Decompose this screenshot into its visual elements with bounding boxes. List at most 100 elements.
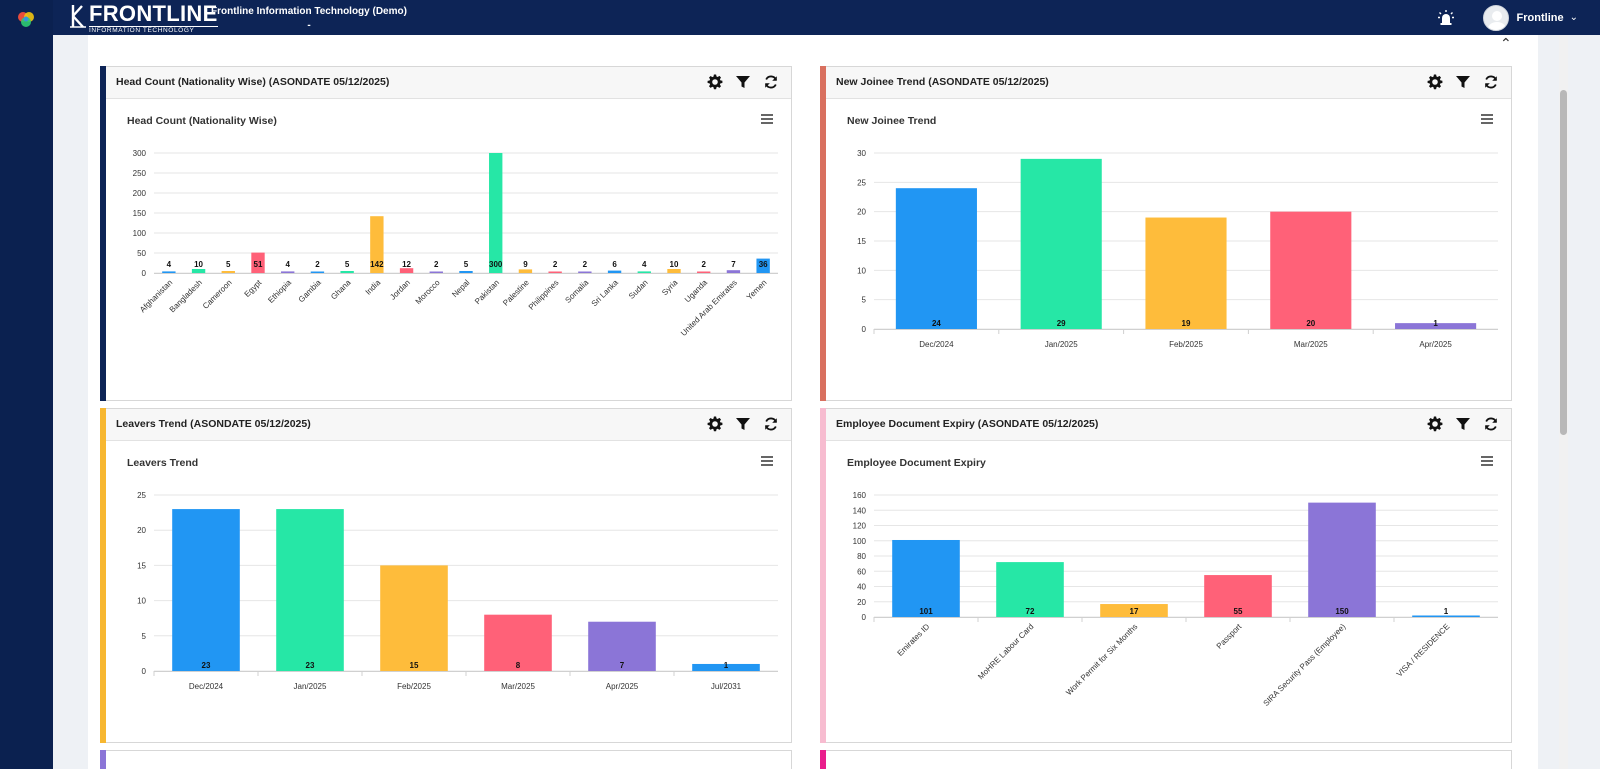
user-name[interactable]: Frontline xyxy=(1516,11,1564,24)
bar[interactable] xyxy=(484,614,552,671)
bar[interactable] xyxy=(667,269,681,273)
panel-title: Employee Document Expiry (ASONDATE 05/12… xyxy=(836,418,1099,430)
bar[interactable] xyxy=(191,269,206,273)
filter-icon[interactable] xyxy=(1455,74,1471,90)
bar[interactable] xyxy=(692,663,760,671)
data-label: 7 xyxy=(731,260,736,269)
bar[interactable] xyxy=(276,509,344,671)
bar[interactable] xyxy=(1100,604,1168,617)
document-expiry-chart: 0 20 40 60 80 100 120 140 160 101 Emirates ID 72 MoH… xyxy=(853,491,1498,708)
x-tick-label: Mar/2025 xyxy=(501,682,535,691)
panel-header: Leavers Trend (ASONDATE 05/12/2025) xyxy=(106,409,791,441)
bar[interactable] xyxy=(588,621,656,671)
bar[interactable] xyxy=(399,268,414,273)
bar[interactable] xyxy=(895,188,977,329)
app-logo-icon[interactable] xyxy=(17,11,35,29)
bar[interactable] xyxy=(996,562,1064,617)
bar[interactable] xyxy=(221,271,235,273)
bar[interactable] xyxy=(429,271,443,274)
x-tick-label: United Arab Emirates xyxy=(679,278,739,338)
bar[interactable] xyxy=(1395,323,1477,329)
gear-icon[interactable] xyxy=(707,416,723,432)
x-tick-label: Work Permit for Six Months xyxy=(1064,622,1139,697)
bar[interactable] xyxy=(172,509,240,671)
gear-icon[interactable] xyxy=(1427,74,1443,90)
bar[interactable] xyxy=(281,271,295,273)
refresh-icon[interactable] xyxy=(763,74,779,90)
hamburger-menu-icon[interactable] xyxy=(761,114,773,124)
data-label: 101 xyxy=(919,607,933,616)
bar[interactable] xyxy=(892,539,960,617)
y-tick-label: 60 xyxy=(857,567,866,576)
refresh-icon[interactable] xyxy=(1483,74,1499,90)
chevron-up-icon[interactable]: ⌃ xyxy=(1500,35,1512,51)
alarm-icon[interactable] xyxy=(1437,9,1455,27)
data-label: 10 xyxy=(670,260,679,269)
panel-accent xyxy=(100,408,106,743)
bar[interactable] xyxy=(637,271,651,273)
data-label: 2 xyxy=(434,260,439,269)
bar[interactable] xyxy=(607,270,622,273)
bar[interactable] xyxy=(489,153,503,273)
hamburger-menu-icon[interactable] xyxy=(761,456,773,466)
y-tick-label: 250 xyxy=(133,169,147,178)
bar[interactable] xyxy=(310,271,325,274)
x-tick-label: Passport xyxy=(1215,622,1244,651)
bar[interactable] xyxy=(1204,575,1272,617)
x-tick-label: Philippines xyxy=(527,278,561,312)
y-tick-label: 200 xyxy=(133,189,147,198)
refresh-icon[interactable] xyxy=(1483,416,1499,432)
filter-icon[interactable] xyxy=(1455,416,1471,432)
brand-logo[interactable]: FRONTLINE INFORMATION TECHNOLOGY xyxy=(69,3,218,34)
data-label: 4 xyxy=(642,260,647,269)
y-tick-label: 140 xyxy=(853,506,867,515)
data-label: 5 xyxy=(464,260,469,269)
chart-title: Leavers Trend xyxy=(127,457,199,469)
panel-next-left xyxy=(100,750,792,769)
filter-icon[interactable] xyxy=(735,416,751,432)
scrollbar-thumb[interactable] xyxy=(1560,90,1567,435)
data-label: 23 xyxy=(306,661,315,670)
x-tick-label: Ghana xyxy=(329,278,353,302)
bar[interactable] xyxy=(1308,502,1376,617)
x-tick-label: Feb/2025 xyxy=(397,682,431,691)
y-tick-label: 300 xyxy=(133,149,147,158)
bar[interactable] xyxy=(726,270,741,273)
bar[interactable] xyxy=(1020,158,1102,329)
y-tick-label: 25 xyxy=(857,178,866,187)
page-scrollbar[interactable] xyxy=(1559,35,1568,769)
chevron-down-icon[interactable]: ⌄ xyxy=(1569,12,1578,23)
gear-icon[interactable] xyxy=(1427,416,1443,432)
gear-icon[interactable] xyxy=(707,74,723,90)
data-label: 2 xyxy=(315,260,320,269)
bar[interactable] xyxy=(1145,217,1227,329)
new-joinee-chart: 0 5 10 15 20 25 30 24 Dec/2024 29 Jan/2025 19 Feb/20… xyxy=(857,149,1498,349)
bar[interactable] xyxy=(380,565,448,671)
refresh-icon[interactable] xyxy=(763,416,779,432)
panel-header: Employee Document Expiry (ASONDATE 05/12… xyxy=(826,409,1511,441)
panel-head-count: Head Count (Nationality Wise) (ASONDATE … xyxy=(100,66,792,401)
filter-icon[interactable] xyxy=(735,74,751,90)
bar[interactable] xyxy=(548,271,562,274)
bar[interactable] xyxy=(251,252,265,273)
hamburger-menu-icon[interactable] xyxy=(1481,114,1493,124)
bar[interactable] xyxy=(1412,615,1480,618)
bar[interactable] xyxy=(1270,211,1352,329)
bar[interactable] xyxy=(340,271,354,273)
data-label: 20 xyxy=(1306,319,1315,328)
user-avatar[interactable] xyxy=(1482,4,1509,31)
bar[interactable] xyxy=(578,271,592,274)
y-tick-label: 100 xyxy=(853,537,867,546)
y-tick-label: 10 xyxy=(857,266,866,275)
bar[interactable] xyxy=(370,216,384,273)
x-tick-label: Apr/2025 xyxy=(1419,340,1452,349)
bar[interactable] xyxy=(162,271,176,273)
hamburger-menu-icon[interactable] xyxy=(1481,456,1493,466)
y-tick-label: 0 xyxy=(862,613,867,622)
bar[interactable] xyxy=(697,271,711,274)
bar[interactable] xyxy=(756,258,770,273)
x-tick-label: VISA / RESIDENCE xyxy=(1395,622,1452,679)
x-tick-label: Somalia xyxy=(563,278,590,305)
bar[interactable] xyxy=(518,269,533,273)
bar[interactable] xyxy=(459,271,473,273)
